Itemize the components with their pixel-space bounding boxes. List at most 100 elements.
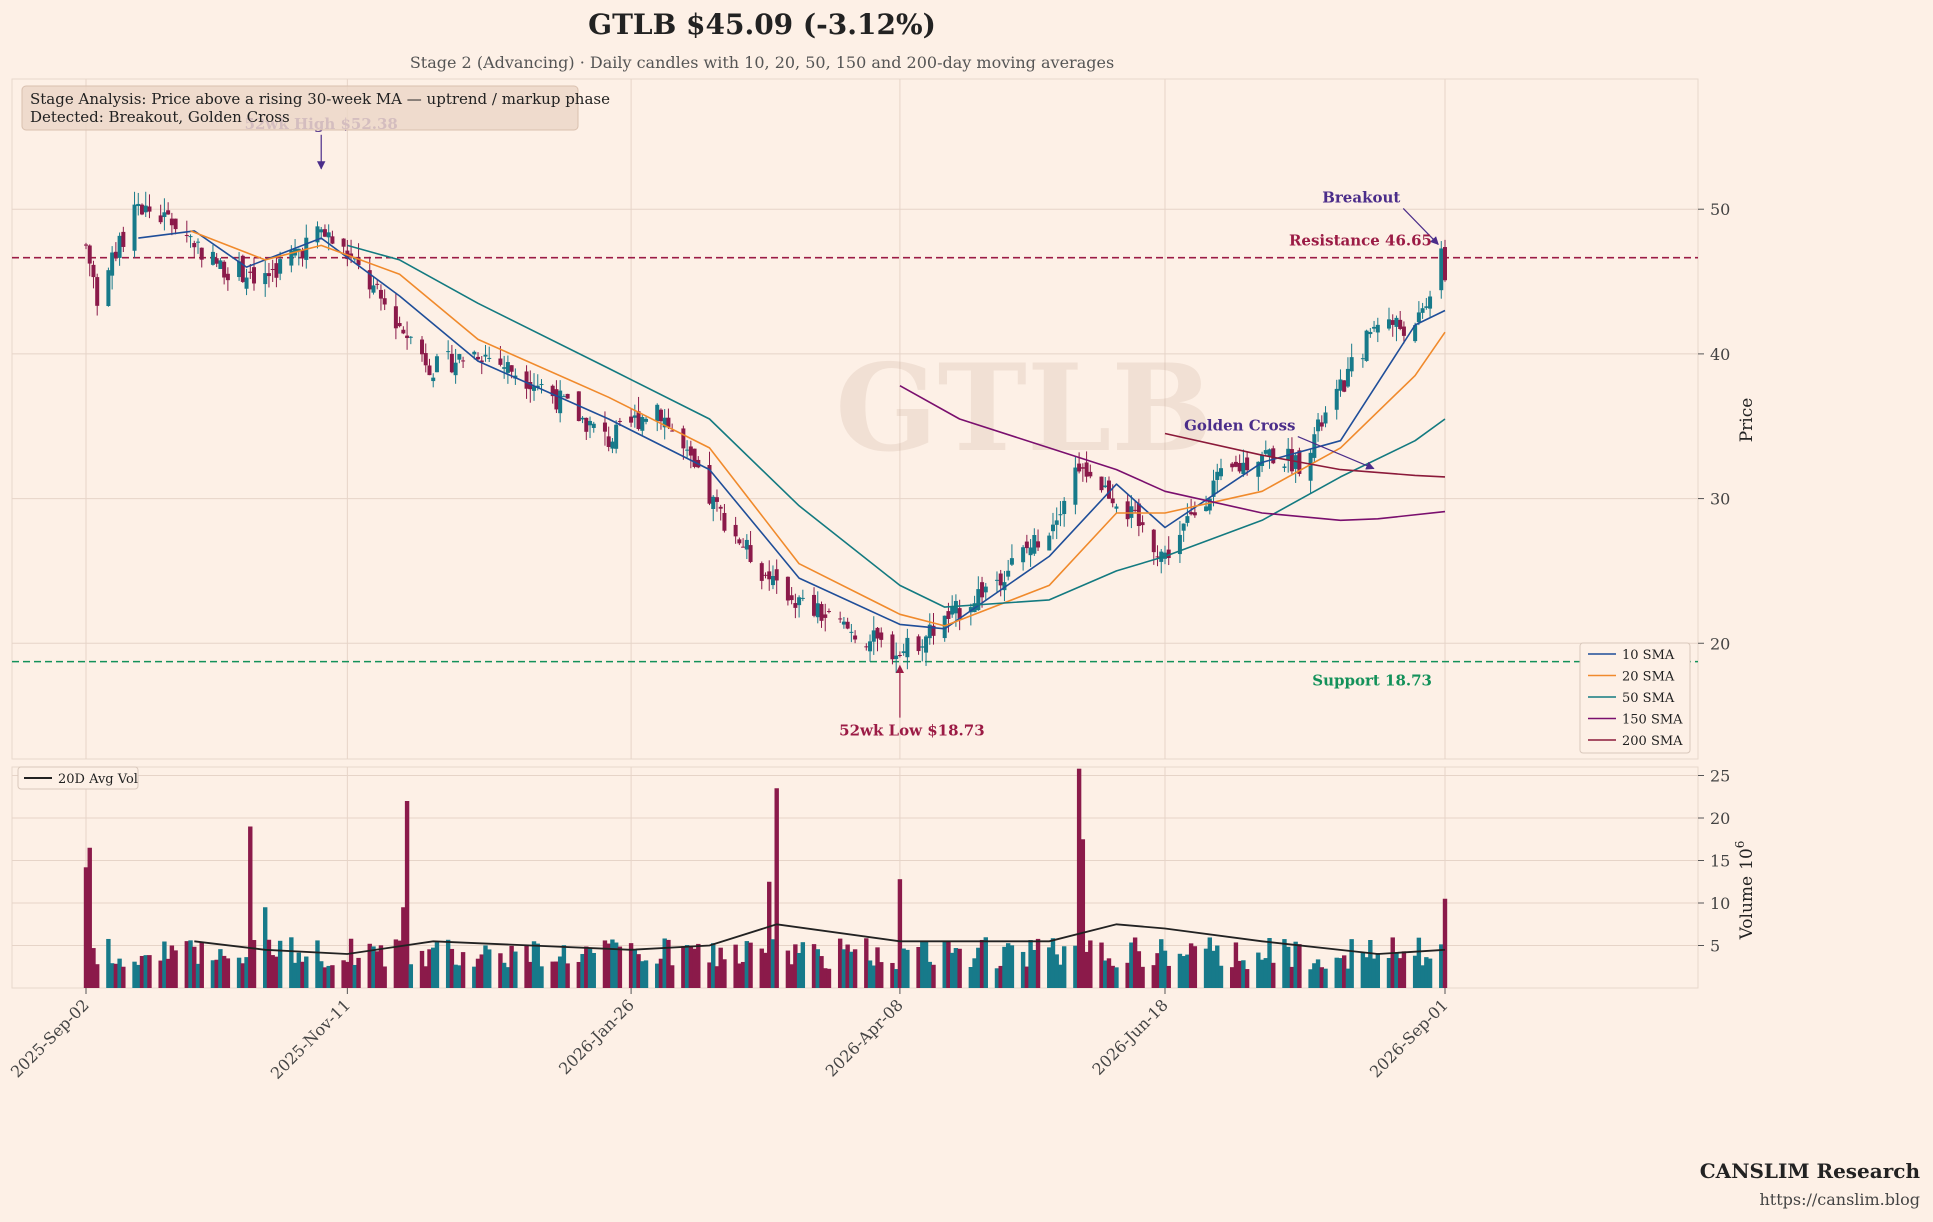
volume-bar — [352, 964, 358, 988]
candle-body — [378, 289, 383, 299]
volume-bar — [1439, 944, 1444, 988]
candle-body — [1439, 248, 1444, 291]
golden-cross-arrow — [1297, 435, 1375, 470]
candle-body — [505, 362, 510, 373]
candle-body — [868, 641, 873, 652]
candle-body — [942, 615, 947, 639]
volume-bar — [1271, 962, 1276, 988]
candle-body — [1103, 485, 1108, 488]
volume-bar — [976, 947, 981, 988]
candle-body — [1058, 514, 1063, 516]
candle-body — [524, 371, 529, 389]
candle-body — [681, 428, 686, 449]
candle-body — [983, 586, 988, 593]
candle-body — [84, 244, 88, 246]
candle-body — [1140, 522, 1145, 526]
volume-bar — [1397, 958, 1403, 988]
candle-body — [199, 247, 204, 260]
volume-bar — [1211, 950, 1216, 988]
volume-bar — [1312, 963, 1317, 988]
volume-bar — [539, 966, 544, 988]
candle-body — [591, 423, 596, 428]
volume-bar — [979, 939, 985, 988]
volume-bar — [591, 952, 596, 988]
volume-bar — [371, 946, 376, 988]
volume-bar — [210, 960, 216, 988]
candle-body — [1390, 320, 1395, 325]
candle-body — [472, 351, 477, 355]
sma-line-150 — [899, 385, 1446, 522]
volume-bar — [341, 960, 346, 988]
volume-bar — [946, 941, 951, 988]
volume-bar — [994, 968, 1000, 988]
volume-bar — [613, 942, 619, 988]
candle-body — [692, 448, 697, 467]
volume-tick-label: 15 — [1710, 852, 1730, 871]
info-line-1: Stage Analysis: Price above a rising 30-… — [30, 90, 610, 108]
candle-body — [1215, 471, 1220, 480]
candle-body — [629, 416, 634, 423]
volume-bar — [920, 940, 925, 988]
candle-body — [132, 204, 137, 251]
candle-body — [214, 258, 219, 264]
sma-legend-box — [1579, 642, 1691, 754]
volume-bar — [826, 968, 832, 988]
volume-bar — [1054, 954, 1059, 988]
volume-bar — [1035, 938, 1041, 988]
volume-bar — [1166, 965, 1171, 988]
volume-y-ticks: 5 10 15 20 25 — [1698, 767, 1730, 956]
volume-bar — [472, 966, 477, 988]
price-grid — [12, 79, 1698, 759]
candle-body — [565, 393, 570, 399]
volume-bar — [879, 962, 884, 988]
volume-bar — [345, 961, 350, 988]
volume-bar — [165, 958, 171, 988]
candle-body — [584, 417, 589, 432]
candle-body — [532, 386, 537, 391]
x-tick-label: 2026-Jan-26 — [555, 995, 638, 1078]
candle-body — [1360, 358, 1365, 360]
candle-body — [1312, 434, 1317, 458]
volume-bar — [1360, 952, 1366, 988]
candle-body — [1424, 306, 1429, 308]
volume-bar — [158, 960, 163, 988]
volume-bar — [1315, 959, 1321, 988]
volume-bar — [737, 963, 742, 988]
volume-bar — [815, 949, 820, 988]
candle-body — [722, 512, 727, 531]
candle-body — [1323, 412, 1328, 424]
golden-cross-label: Golden Cross — [1184, 417, 1295, 435]
candle-body — [744, 539, 749, 550]
volume-bar — [113, 963, 119, 988]
candle-body — [644, 418, 649, 422]
volume-bar — [143, 955, 148, 988]
volume-bar — [498, 953, 503, 988]
candle-body — [498, 358, 503, 365]
resistance-label: Resistance 46.65 — [1289, 232, 1432, 250]
candle-body — [244, 277, 249, 289]
candle-body — [580, 417, 585, 420]
candle-body — [588, 420, 593, 426]
volume-bar — [296, 952, 302, 988]
candle-body — [1073, 467, 1078, 505]
candle-body — [924, 636, 929, 653]
volume-bar — [218, 949, 223, 988]
volume-bar — [733, 944, 738, 988]
volume-bar — [1032, 949, 1037, 988]
candle-body — [341, 238, 346, 247]
volume-bar — [897, 879, 903, 988]
candle-body — [1398, 319, 1403, 329]
volume-bar — [221, 955, 227, 988]
volume-bar — [1136, 951, 1142, 988]
candle-body — [606, 436, 611, 447]
volume-bar — [117, 958, 122, 988]
volume-bar — [565, 963, 570, 988]
candle-body — [763, 574, 768, 576]
volume-bar — [744, 941, 750, 988]
candle-body — [737, 539, 742, 544]
candle-body — [446, 351, 451, 353]
volume-bar — [1103, 960, 1108, 988]
candle-body — [192, 243, 197, 248]
sma-line-10 — [138, 230, 1446, 630]
volume-legend: 20D Avg Vol — [17, 766, 139, 790]
